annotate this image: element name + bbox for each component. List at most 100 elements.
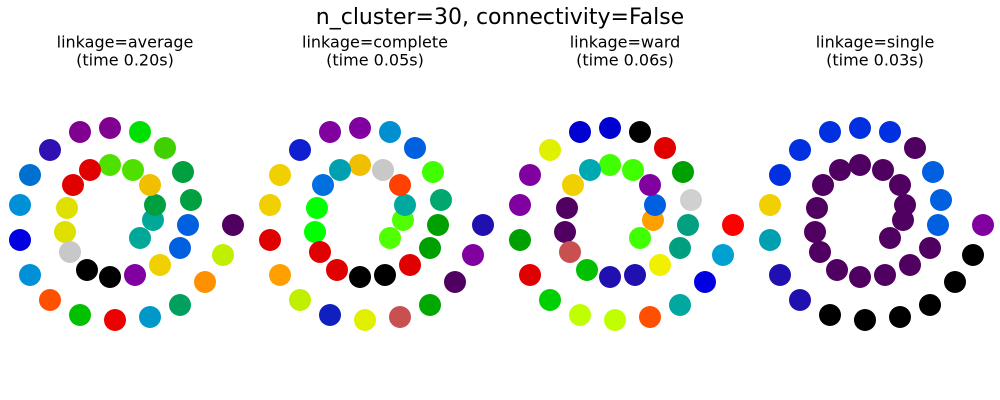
point	[579, 159, 601, 181]
point	[712, 244, 734, 266]
point	[759, 194, 781, 216]
point	[919, 294, 941, 316]
point	[269, 264, 291, 286]
point	[306, 197, 328, 219]
point	[622, 159, 644, 181]
point	[69, 304, 91, 326]
point	[849, 117, 871, 139]
point	[124, 264, 146, 286]
point	[879, 227, 901, 249]
point	[122, 159, 144, 181]
point	[154, 137, 176, 159]
point	[62, 174, 84, 196]
point	[349, 117, 371, 139]
point	[769, 264, 791, 286]
point	[389, 306, 411, 328]
point	[129, 227, 151, 249]
point	[39, 139, 61, 161]
point	[289, 139, 311, 161]
point	[559, 241, 581, 263]
point	[556, 197, 578, 219]
point	[472, 214, 494, 236]
point	[172, 161, 194, 183]
point	[769, 164, 791, 186]
point	[139, 306, 161, 328]
point	[354, 309, 376, 331]
point	[509, 194, 531, 216]
figure-title: n_cluster=30, connectivity=False	[316, 5, 684, 30]
point	[789, 289, 811, 311]
point	[819, 121, 841, 143]
panel-subtitle: (time 0.03s)	[826, 51, 924, 70]
point	[672, 161, 694, 183]
point	[669, 237, 691, 259]
point	[569, 304, 591, 326]
point	[444, 271, 466, 293]
point	[539, 139, 561, 161]
point	[309, 241, 331, 263]
point	[259, 194, 281, 216]
point	[379, 227, 401, 249]
point	[419, 294, 441, 316]
point	[722, 214, 744, 236]
point	[304, 221, 326, 243]
point	[394, 194, 416, 216]
point	[849, 154, 871, 176]
point	[379, 121, 401, 143]
point	[562, 174, 584, 196]
point	[804, 221, 826, 243]
point	[629, 121, 651, 143]
point	[19, 264, 41, 286]
point	[694, 271, 716, 293]
panel-title: linkage=complete	[302, 33, 448, 52]
point	[889, 306, 911, 328]
point	[649, 254, 671, 276]
point	[59, 241, 81, 263]
point	[129, 121, 151, 143]
point	[624, 264, 646, 286]
point	[554, 221, 576, 243]
point	[919, 237, 941, 259]
point	[669, 294, 691, 316]
point	[599, 117, 621, 139]
point	[680, 189, 702, 211]
point	[9, 229, 31, 251]
point	[349, 154, 371, 176]
panel-title: linkage=average	[57, 33, 194, 52]
point	[144, 194, 166, 216]
point	[169, 294, 191, 316]
panel-title: linkage=single	[816, 33, 935, 52]
point	[76, 259, 98, 281]
point	[569, 121, 591, 143]
point	[56, 197, 78, 219]
point	[326, 259, 348, 281]
point	[99, 117, 121, 139]
point	[519, 264, 541, 286]
point	[806, 197, 828, 219]
point	[79, 159, 101, 181]
panel-title: linkage=ward	[570, 33, 681, 52]
point	[639, 174, 661, 196]
point	[922, 161, 944, 183]
point	[809, 241, 831, 263]
point	[329, 159, 351, 181]
point	[372, 159, 394, 181]
point	[319, 304, 341, 326]
point	[289, 289, 311, 311]
point	[879, 121, 901, 143]
point	[604, 309, 626, 331]
point	[927, 214, 949, 236]
point	[894, 194, 916, 216]
point	[462, 244, 484, 266]
point	[826, 259, 848, 281]
point	[759, 229, 781, 251]
point	[404, 137, 426, 159]
point	[9, 194, 31, 216]
point	[789, 139, 811, 161]
point	[874, 264, 896, 286]
point	[222, 214, 244, 236]
point	[212, 244, 234, 266]
panel-subtitle: (time 0.05s)	[326, 51, 424, 70]
